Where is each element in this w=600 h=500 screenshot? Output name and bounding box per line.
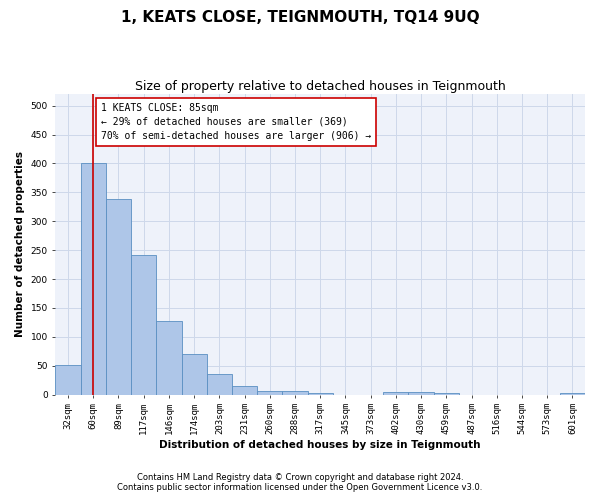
Bar: [55, 364, 80, 394]
Bar: [131, 256, 157, 394]
X-axis label: Distribution of detached houses by size in Teignmouth: Distribution of detached houses by size …: [160, 440, 481, 450]
Title: Size of property relative to detached houses in Teignmouth: Size of property relative to detached ho…: [135, 80, 506, 93]
Y-axis label: Number of detached properties: Number of detached properties: [15, 152, 25, 338]
Bar: [182, 354, 207, 395]
Bar: [232, 386, 257, 394]
Bar: [106, 200, 131, 394]
Bar: [560, 393, 585, 394]
Bar: [80, 164, 106, 394]
Text: 1 KEATS CLOSE: 85sqm
← 29% of detached houses are smaller (369)
70% of semi-deta: 1 KEATS CLOSE: 85sqm ← 29% of detached h…: [101, 103, 371, 141]
Text: 1, KEATS CLOSE, TEIGNMOUTH, TQ14 9UQ: 1, KEATS CLOSE, TEIGNMOUTH, TQ14 9UQ: [121, 10, 479, 25]
Bar: [409, 392, 434, 394]
Text: Contains HM Land Registry data © Crown copyright and database right 2024.
Contai: Contains HM Land Registry data © Crown c…: [118, 473, 482, 492]
Bar: [157, 320, 182, 394]
Bar: [283, 390, 308, 394]
Bar: [207, 374, 232, 394]
Bar: [383, 392, 409, 394]
Bar: [257, 390, 283, 394]
